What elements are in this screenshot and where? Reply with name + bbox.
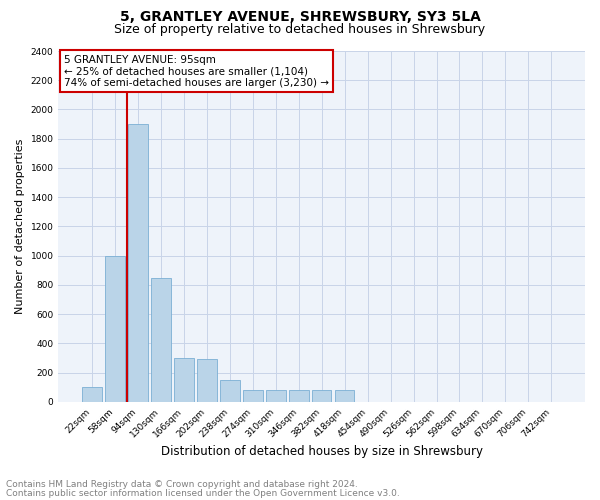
Bar [266, 390, 286, 402]
X-axis label: Distribution of detached houses by size in Shrewsbury: Distribution of detached houses by size … [161, 444, 483, 458]
Text: Size of property relative to detached houses in Shrewsbury: Size of property relative to detached ho… [115, 22, 485, 36]
Bar [197, 359, 217, 402]
Y-axis label: Number of detached properties: Number of detached properties [15, 139, 25, 314]
Bar [106, 256, 125, 402]
Bar [128, 124, 148, 402]
Bar [151, 278, 171, 402]
Bar [243, 390, 263, 402]
Bar [312, 390, 331, 402]
Bar [220, 380, 239, 402]
Text: Contains HM Land Registry data © Crown copyright and database right 2024.: Contains HM Land Registry data © Crown c… [6, 480, 358, 489]
Bar [335, 390, 355, 402]
Bar [289, 390, 308, 402]
Text: 5, GRANTLEY AVENUE, SHREWSBURY, SY3 5LA: 5, GRANTLEY AVENUE, SHREWSBURY, SY3 5LA [119, 10, 481, 24]
Bar [174, 358, 194, 402]
Text: Contains public sector information licensed under the Open Government Licence v3: Contains public sector information licen… [6, 488, 400, 498]
Bar [82, 388, 102, 402]
Text: 5 GRANTLEY AVENUE: 95sqm
← 25% of detached houses are smaller (1,104)
74% of sem: 5 GRANTLEY AVENUE: 95sqm ← 25% of detach… [64, 54, 329, 88]
